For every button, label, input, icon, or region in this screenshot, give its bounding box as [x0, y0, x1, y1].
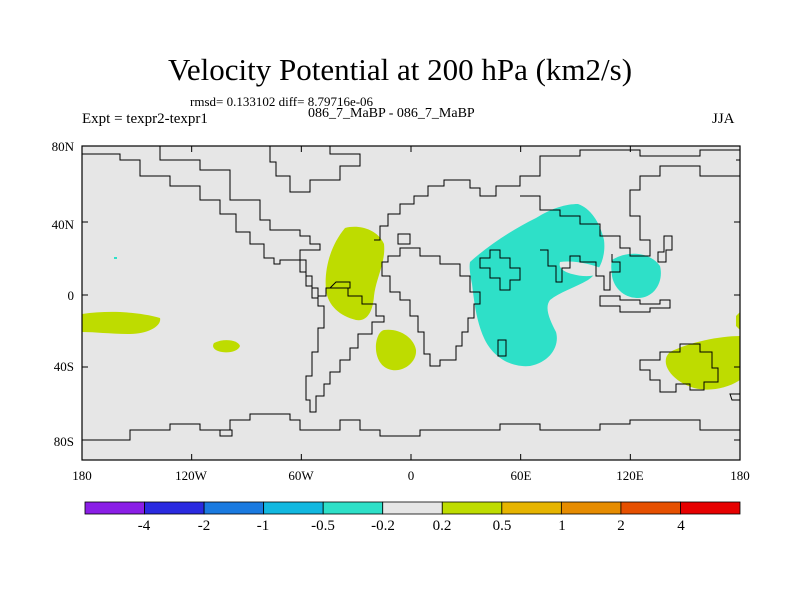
lon-tick-label: 60E [510, 468, 532, 483]
fill-positive-east-pacific [665, 336, 740, 390]
colorbar-label: 0.2 [432, 518, 452, 534]
fill-gap [559, 261, 606, 277]
colorbar-label: 4 [677, 518, 685, 534]
chart-title: Velocity Potential at 200 hPa (km2/s) [167, 52, 633, 87]
coast-japan [657, 235, 673, 263]
colorbar-box [441, 501, 503, 515]
colorbar-label: -0.5 [311, 518, 335, 534]
coast-south-america [305, 287, 385, 413]
coast-madagascar [497, 339, 507, 357]
colorbar-label: -2 [197, 518, 211, 534]
lat-tick-label: 0 [67, 288, 75, 303]
lon-tick-label: 120W [175, 468, 207, 483]
colorbar-box [144, 501, 205, 515]
case-label: 086_7_MaBP - 086_7_MaBP [308, 106, 475, 121]
colorbar-box [84, 501, 145, 515]
season-label: JJA [712, 111, 735, 127]
coastlines [82, 145, 741, 441]
lon-tick-label: 60W [288, 468, 314, 483]
colorbar-box [203, 501, 265, 515]
map-background [82, 146, 740, 460]
colorbar-box [501, 501, 562, 515]
coast-uk [397, 233, 411, 245]
colorbar-label: 0.5 [492, 518, 512, 534]
coast-india [540, 249, 621, 291]
colorbar-box [680, 501, 741, 515]
coast-africa [381, 247, 481, 367]
colorbar-box [560, 501, 622, 515]
colorbar-label: -0.2 [371, 518, 395, 534]
colorbar-box [620, 501, 681, 515]
coast-greenland [269, 145, 361, 193]
lon-tick-label: 0 [407, 468, 415, 483]
fill-negative-indian [469, 204, 605, 367]
colorbar-label: -4 [137, 518, 151, 534]
experiment-label: Expt = texpr2-texpr1 [82, 111, 208, 127]
coast-caribbean [328, 281, 351, 289]
coast-australia [639, 343, 719, 393]
coast-antarctica [82, 413, 740, 441]
lon-tick-label: 180 [72, 468, 92, 483]
lat-tick-label: 80N [51, 139, 74, 154]
fill-positive-south-atlantic [375, 329, 417, 371]
fill-positive-atlantic [325, 226, 385, 321]
colorbar-label: 2 [617, 518, 625, 534]
fill-negative-dot [114, 257, 117, 259]
colorbar-box [382, 501, 443, 515]
lon-tick-label: 120E [616, 468, 644, 483]
colorbar-label: -1 [256, 518, 270, 534]
fill-negative-east-asia [611, 253, 661, 298]
fill-positive-west-pacific [82, 311, 161, 334]
coast-arabia [479, 249, 521, 291]
colorbar-box [322, 501, 384, 515]
coast-asia [520, 165, 740, 257]
lon-tick-label: 180 [730, 468, 750, 483]
axis-ticks [81, 145, 741, 460]
coast-north-america [82, 145, 321, 265]
fill-positive-east-edge [736, 312, 740, 330]
fill-positive-small [213, 340, 240, 353]
lat-tick-label: 40S [53, 359, 74, 374]
colorbar-label: 1 [558, 518, 566, 534]
coast-europe-africa [374, 149, 740, 241]
colorbar-box [263, 501, 324, 515]
contour-fills [82, 204, 740, 390]
lat-tick-label: 80S [53, 434, 74, 449]
coast-indonesia [599, 295, 671, 313]
colorbar [84, 501, 741, 515]
stats-text: rmsd= 0.133102 diff= 8.79716e-06 [190, 94, 374, 109]
coast-antarctica-small [219, 429, 233, 437]
lat-tick-label: 40N [51, 217, 74, 232]
